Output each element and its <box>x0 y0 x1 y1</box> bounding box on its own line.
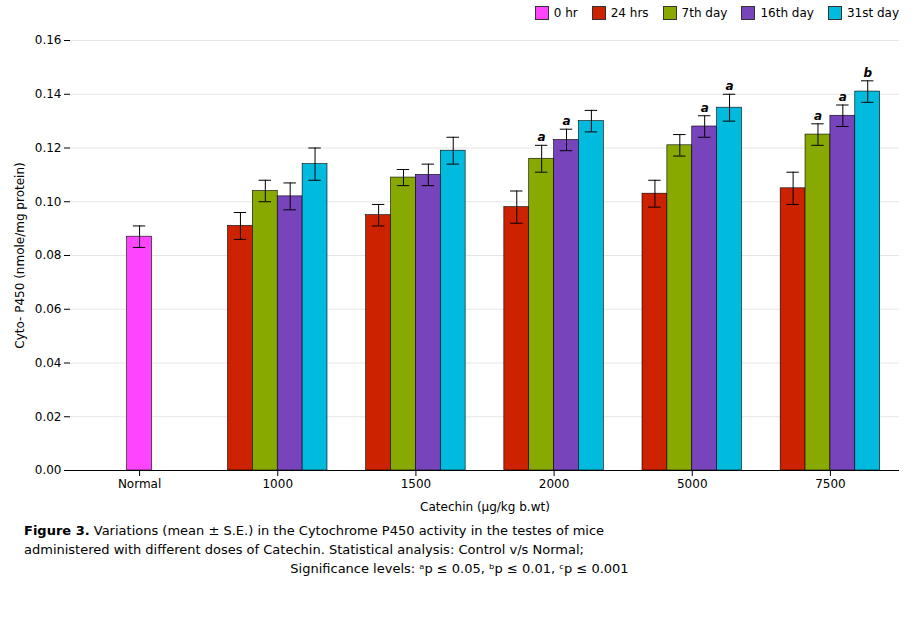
svg-text:Cyto- P450 (nmole/mg protein): Cyto- P450 (nmole/mg protein) <box>13 162 27 348</box>
svg-text:Normal: Normal <box>118 477 161 491</box>
html-text:Significance levels: ᵃp ≤ 0.05: Significance levels: ᵃp ≤ 0.05, ᵇp ≤ 0.0… <box>290 560 629 576</box>
svg-text:0.00: 0.00 <box>35 463 62 477</box>
svg-text:0.02: 0.02 <box>35 410 62 424</box>
svg-text:2000: 2000 <box>539 477 570 491</box>
html-text:16th day: 16th day <box>760 6 814 20</box>
svg-text:1000: 1000 <box>262 477 293 491</box>
svg-text:Catechin (μg/kg b.wt): Catechin (μg/kg b.wt) <box>420 500 550 514</box>
svg-text:5000: 5000 <box>677 477 708 491</box>
html-text:Figure 3. Variations (mean ± S: Figure 3. Variations (mean ± S.E.) in th… <box>24 523 605 538</box>
svg-text:0.12: 0.12 <box>35 141 62 155</box>
svg-text:a: a <box>701 101 709 115</box>
svg-text:a: a <box>814 109 822 123</box>
html-text:31st day: 31st day <box>846 6 899 20</box>
svg-text:0.14: 0.14 <box>35 87 62 101</box>
html-text:7th day: 7th day <box>681 6 728 20</box>
svg-text:1500: 1500 <box>401 477 432 491</box>
html-text:administered with different do: administered with different doses of Cat… <box>24 541 584 557</box>
svg-text:a: a <box>538 130 546 144</box>
svg-text:0.08: 0.08 <box>35 248 62 262</box>
html-text:24 hrs: 24 hrs <box>610 6 649 20</box>
svg-text:0.06: 0.06 <box>35 302 62 316</box>
svg-text:0.16: 0.16 <box>35 33 62 47</box>
svg-text:7500: 7500 <box>815 477 846 491</box>
svg-text:0.04: 0.04 <box>35 356 62 370</box>
svg-text:a: a <box>726 79 734 93</box>
html-text:0 hr: 0 hr <box>553 6 578 20</box>
svg-text:b: b <box>863 66 872 80</box>
svg-text:a: a <box>562 114 570 128</box>
svg-text:a: a <box>839 90 847 104</box>
svg-text:0.10: 0.10 <box>35 195 62 209</box>
